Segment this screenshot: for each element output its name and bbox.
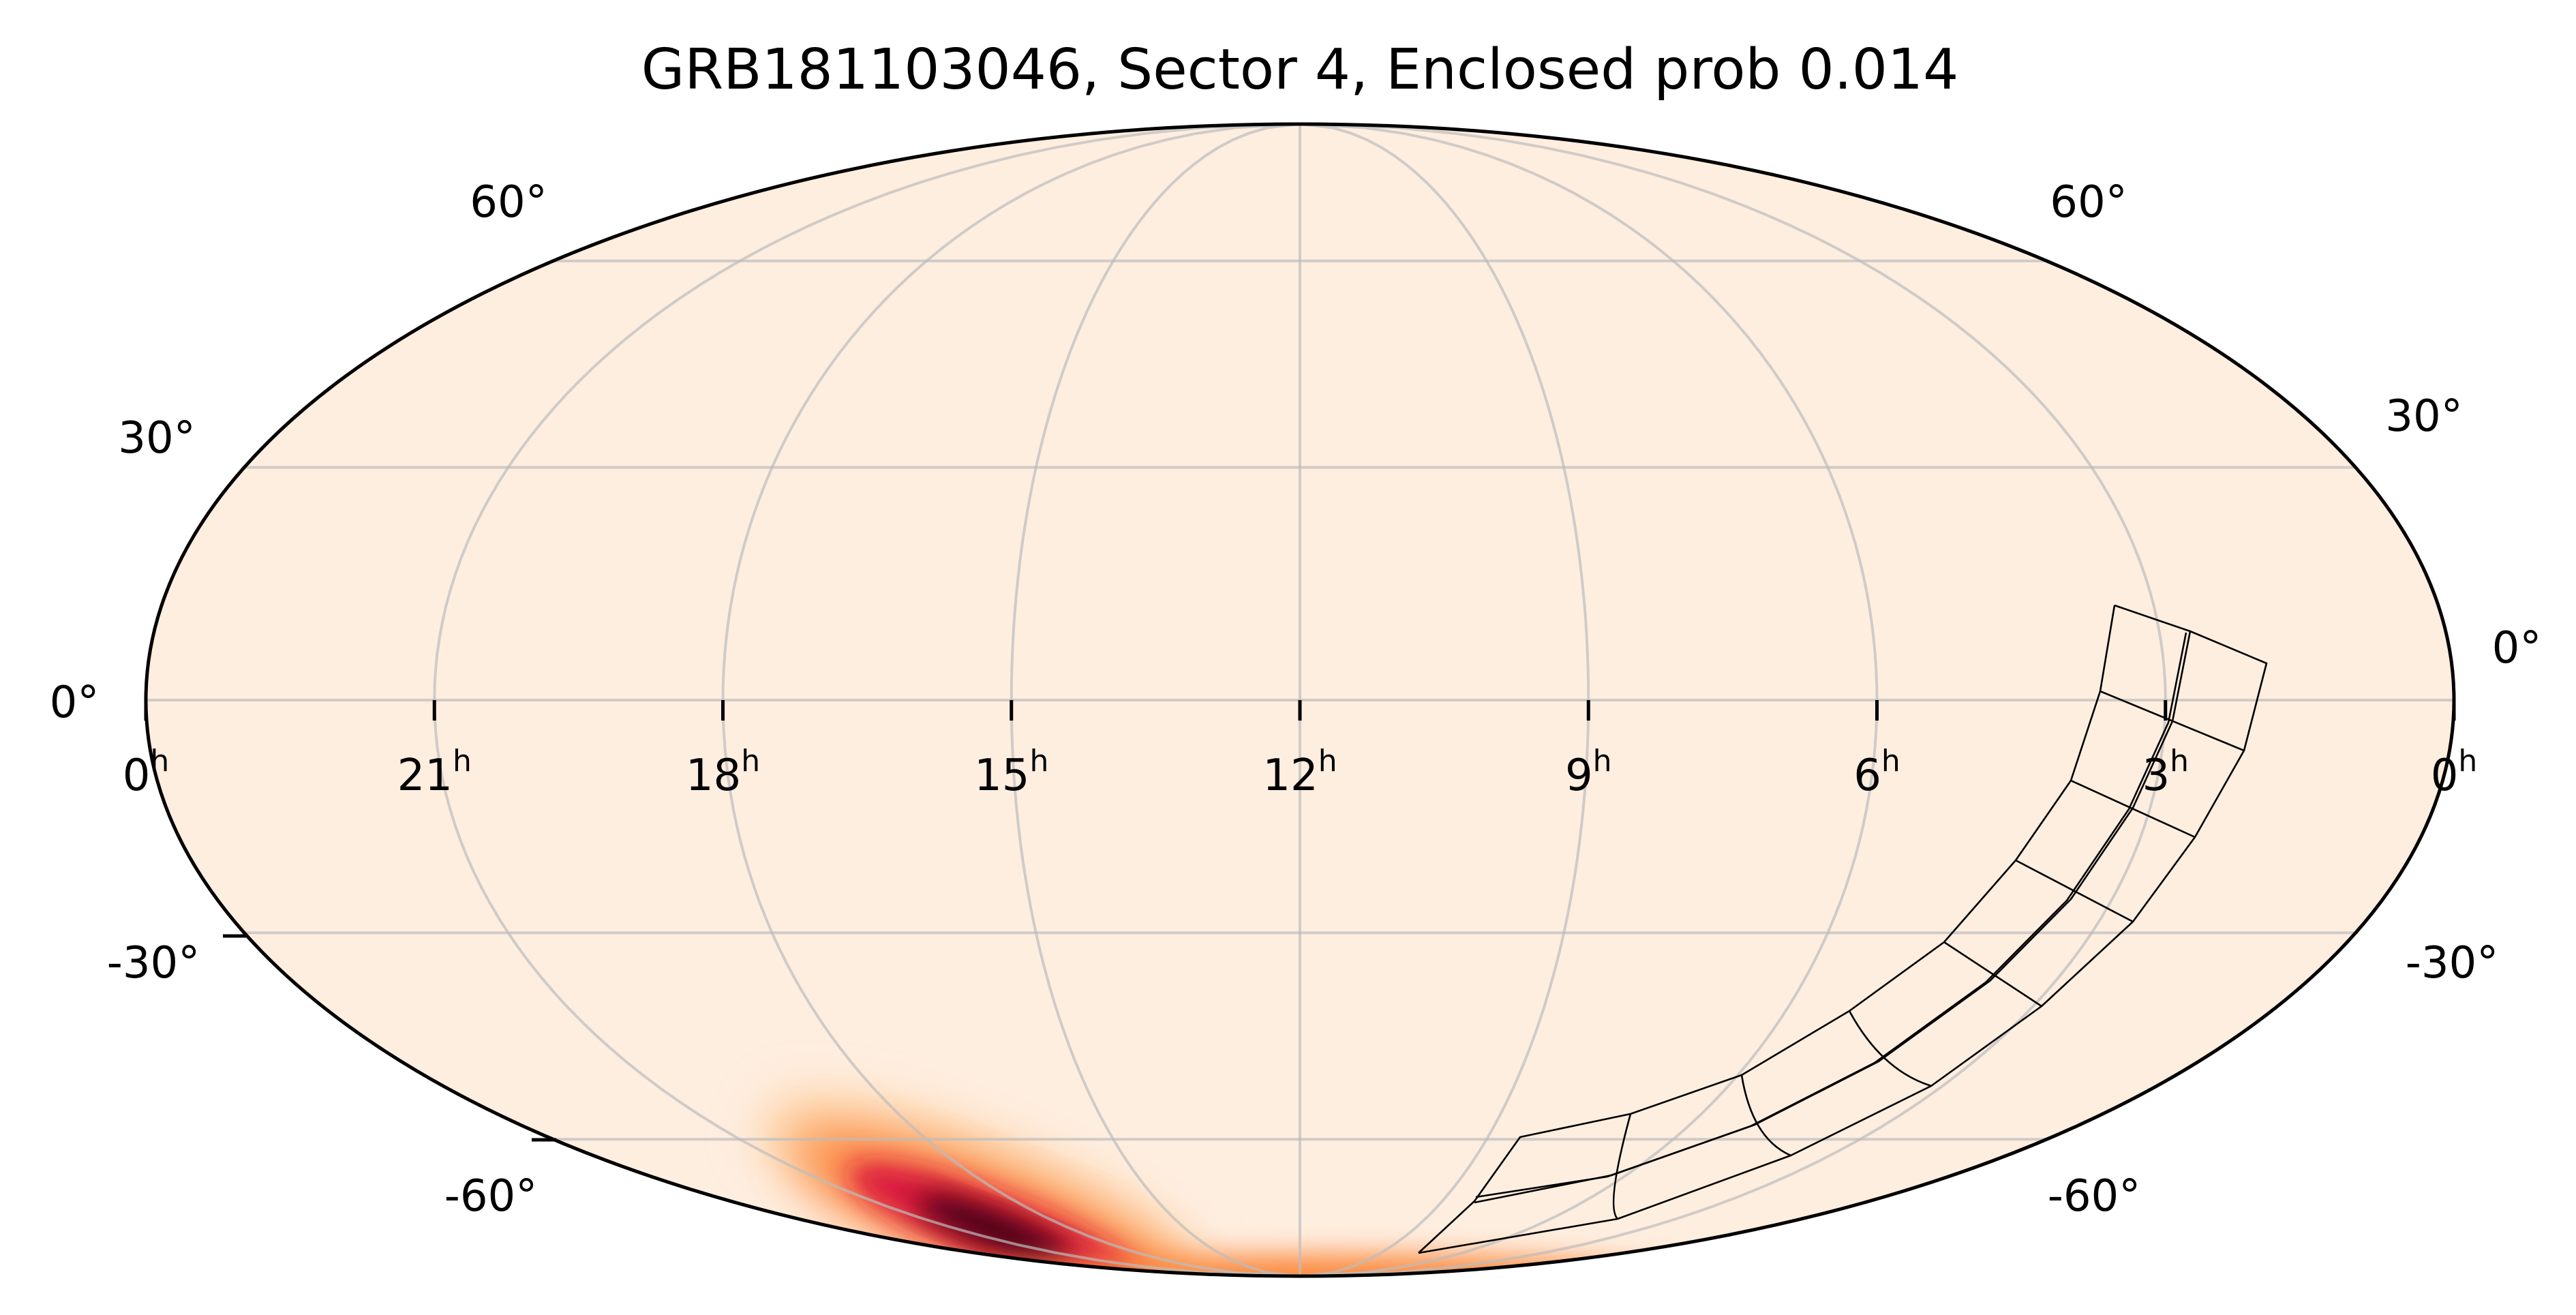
dec-label-left-minus30: -30°	[107, 938, 200, 988]
dec-label-left-60: 60°	[470, 177, 547, 228]
footprint-ccd-divider	[1848, 1010, 1932, 1087]
footprint-column-divider-2	[1475, 632, 2187, 1198]
tess-footprints	[1418, 604, 2268, 1254]
dec-label-right-minus60: -60°	[2048, 1171, 2141, 1222]
footprint-ccd-divider	[1943, 941, 2042, 1008]
heat-core	[918, 1196, 1071, 1263]
dec-label-right-30: 30°	[2385, 391, 2462, 442]
ra-tick-label: 21h	[397, 744, 472, 801]
footprint-ccd-divider	[2070, 779, 2196, 838]
ra-tick-label: 0h	[2431, 744, 2478, 801]
ra-tick-labels: 0h 21h 18h 15h 12h 9h 6h 3h 0h	[123, 700, 2478, 801]
dec-tick-labels: 60° 30° 0° -30° -60° 60° 30° 0° -30° -60…	[50, 177, 2542, 1222]
ra-tick-label: 15h	[974, 744, 1048, 801]
ra-tick-label: 18h	[686, 744, 760, 801]
footprint-ccd-divider	[1740, 1074, 1791, 1157]
dec-label-right-0: 0°	[2492, 623, 2542, 674]
ra-tick-label: 12h	[1262, 744, 1337, 801]
chart-title: GRB181103046, Sector 4, Enclosed prob 0.…	[641, 37, 1959, 102]
ra-tick-label: 0h	[123, 744, 170, 801]
dec-label-right-60: 60°	[2050, 177, 2127, 228]
dec-label-left-0: 0°	[50, 678, 100, 728]
dec-label-left-30: 30°	[118, 413, 195, 464]
dec-label-right-minus30: -30°	[2406, 938, 2499, 988]
footprint-ccd-divider	[2100, 690, 2245, 752]
footprint-ccd-divider	[2015, 859, 2134, 923]
footprint-ccd-divider	[1612, 1113, 1632, 1220]
ra-tick-label: 9h	[1565, 744, 1612, 801]
dec-label-left-minus60: -60°	[444, 1171, 538, 1222]
ra-tick-label: 3h	[2142, 744, 2189, 801]
heat-edge	[954, 1254, 1704, 1276]
ra-tick-label: 6h	[1853, 744, 1900, 801]
